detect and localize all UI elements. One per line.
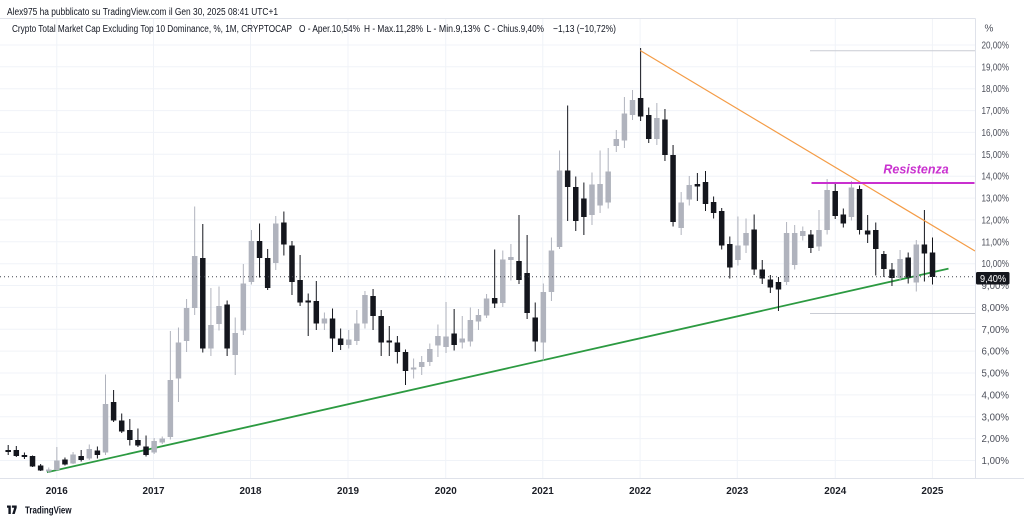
svg-text:L - Min.9,13%: L - Min.9,13% <box>427 24 481 35</box>
svg-text:14,00%: 14,00% <box>982 172 1010 183</box>
svg-text:19,00%: 19,00% <box>982 62 1010 73</box>
svg-text:Resistenza: Resistenza <box>883 163 948 177</box>
svg-text:20,00%: 20,00% <box>982 41 1010 52</box>
svg-text:2017: 2017 <box>143 485 165 497</box>
svg-text:17,00%: 17,00% <box>982 106 1010 117</box>
svg-text:9,40%: 9,40% <box>980 274 1006 285</box>
svg-text:13,00%: 13,00% <box>982 194 1010 205</box>
svg-text:6,00%: 6,00% <box>982 347 1010 358</box>
svg-text:−1,13 (−10,72%): −1,13 (−10,72%) <box>553 24 616 35</box>
svg-text:2018: 2018 <box>240 485 262 497</box>
svg-text:Crypto Total Market Cap Exclud: Crypto Total Market Cap Excluding Top 10… <box>12 24 292 35</box>
svg-text:2023: 2023 <box>726 485 748 497</box>
svg-text:C - Chius.9,40%: C - Chius.9,40% <box>484 24 544 35</box>
svg-text:7,00%: 7,00% <box>982 325 1010 336</box>
svg-text:H - Max.11,28%: H - Max.11,28% <box>364 24 423 35</box>
svg-text:2019: 2019 <box>337 485 359 497</box>
svg-text:2021: 2021 <box>532 485 554 497</box>
svg-text:2024: 2024 <box>824 485 846 497</box>
svg-text:12,00%: 12,00% <box>982 215 1010 226</box>
svg-text:11,00%: 11,00% <box>982 237 1010 248</box>
svg-text:2,00%: 2,00% <box>982 434 1010 445</box>
svg-text:2020: 2020 <box>435 485 457 497</box>
svg-text:3,00%: 3,00% <box>982 412 1010 423</box>
svg-text:16,00%: 16,00% <box>982 128 1010 139</box>
svg-text:15,00%: 15,00% <box>982 150 1010 161</box>
svg-text:18,00%: 18,00% <box>982 84 1010 95</box>
svg-text:%: % <box>985 24 994 35</box>
svg-text:9,00%: 9,00% <box>982 281 1010 292</box>
svg-text:5,00%: 5,00% <box>982 369 1010 380</box>
svg-text:2016: 2016 <box>46 485 68 497</box>
svg-text:Alex975 ha pubblicato su Tradi: Alex975 ha pubblicato su TradingView.com… <box>7 7 278 18</box>
svg-text:2025: 2025 <box>921 485 943 497</box>
svg-text:4,00%: 4,00% <box>982 390 1010 401</box>
svg-text:10,00%: 10,00% <box>982 259 1010 270</box>
svg-text:TradingView: TradingView <box>25 505 72 517</box>
svg-text:8,00%: 8,00% <box>982 303 1010 314</box>
svg-text:1,00%: 1,00% <box>982 456 1010 467</box>
svg-text:2022: 2022 <box>629 485 651 497</box>
svg-text:O - Aper.10,54%: O - Aper.10,54% <box>299 24 360 35</box>
